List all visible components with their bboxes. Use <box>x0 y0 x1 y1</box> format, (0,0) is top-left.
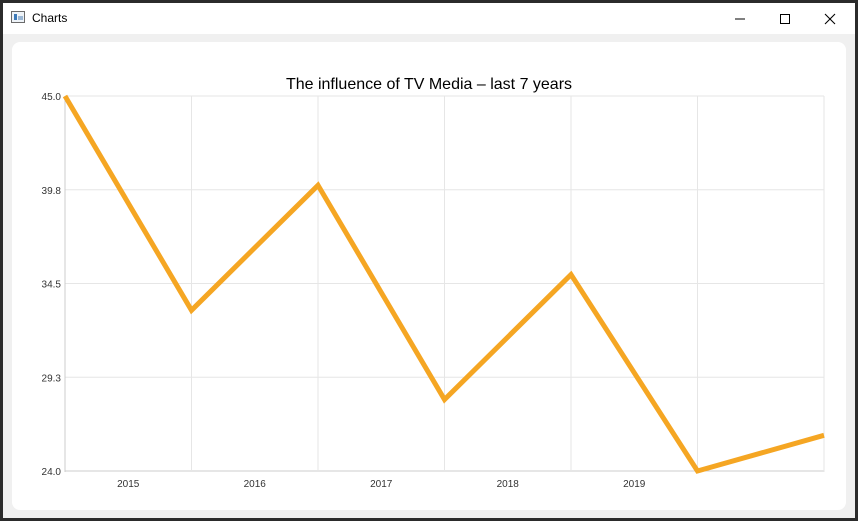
series-line <box>62 94 825 474</box>
x-tick-label: 2015 <box>117 479 140 490</box>
x-tick-label: 2017 <box>370 479 393 490</box>
y-tick-label: 24.0 <box>42 467 62 478</box>
y-tick-label: 29.3 <box>42 373 62 384</box>
x-tick-label: 2016 <box>244 479 267 490</box>
window-title: Charts <box>32 11 68 25</box>
x-tick-label: 2019 <box>623 479 646 490</box>
chart-app-icon <box>11 11 25 23</box>
title-bar[interactable]: Charts <box>3 3 855 34</box>
maximize-button[interactable] <box>762 3 808 34</box>
chart-title: The influence of TV Media – last 7 years <box>285 76 573 93</box>
minimize-icon <box>735 18 745 20</box>
maximize-icon <box>780 14 790 24</box>
window-content: 45.0 39.8 34.5 29.3 24.0 2015 2016 2017 2018 2019… <box>3 34 855 518</box>
y-tick-label: 34.5 <box>42 280 62 291</box>
app-window: Charts 45.0 39.8 34.5 29.3 24.0 2015 2016 2017 2… <box>3 3 855 518</box>
y-tick-label: 45.0 <box>42 92 62 103</box>
line-chart: 45.0 39.8 34.5 29.3 24.0 2015 2016 2017 2018 2019 <box>42 92 825 490</box>
close-icon <box>824 13 836 25</box>
close-button[interactable] <box>807 3 853 34</box>
x-tick-label: 2018 <box>497 479 520 490</box>
minimize-button[interactable] <box>717 3 763 34</box>
chart-view: 45.0 39.8 34.5 29.3 24.0 2015 2016 2017 2018 2019… <box>12 42 846 510</box>
y-tick-label: 39.8 <box>42 186 62 197</box>
